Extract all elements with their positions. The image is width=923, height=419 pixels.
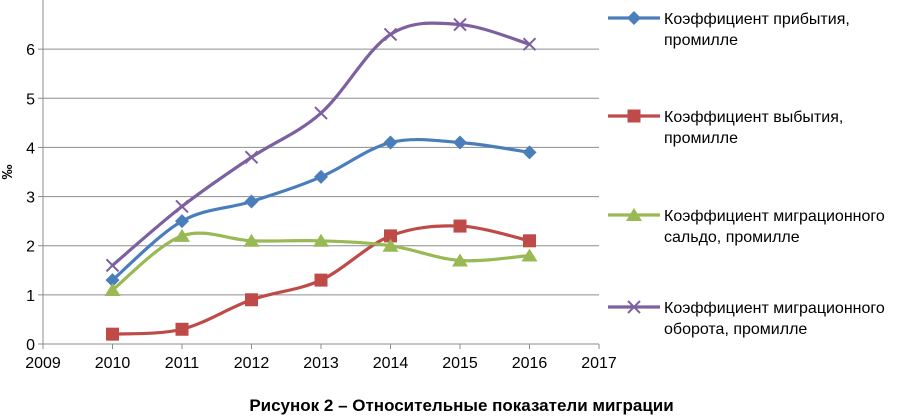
series-3 [104,228,538,296]
x-tick-label: 2016 [512,355,548,372]
legend-entry-1: Коэффициент прибытия, промилле [608,11,850,49]
legend-label: промилле [664,130,738,147]
legend-marker [627,11,641,25]
data-point-2-2011 [175,322,189,336]
data-point-2-2016 [523,234,536,248]
data-point-3-2012 [243,233,260,247]
y-tick-label: 0 [26,337,35,354]
x-tick-label: 2009 [25,355,61,372]
legend-label: оборота, промилле [664,321,807,338]
data-point-4-2013 [314,106,328,120]
legend: Коэффициент прибытия,промиллеКоэффициент… [608,11,885,338]
x-tick-label: 2015 [442,355,478,372]
legend-label: Коэффициент выбытия, [664,109,843,126]
data-point-4-2014 [383,27,398,42]
series-1 [105,135,537,288]
legend-entry-2: Коэффициент выбытия, промилле [608,109,843,147]
legend-label: Коэффициент миграционного [664,208,885,225]
y-axis-label: ‰ [0,165,16,180]
data-point-3-2011 [174,228,190,242]
data-point-1-2015 [453,135,467,150]
series-line-1 [110,138,532,282]
legend-entry-3: Коэффициент миграционного сальдо, промилл… [608,208,885,246]
y-tick-label: 4 [26,140,35,157]
figure-caption: Рисунок 2 – Относительные показатели миг… [249,396,674,415]
data-point-1-2012 [244,194,259,209]
data-point-3-2013 [313,233,329,247]
legend-label: Коэффициент прибытия, [664,11,850,28]
data-point-1-2010 [105,273,120,288]
data-point-4-2015 [453,17,467,32]
data-point-1-2011 [175,214,189,229]
legend-marker [626,208,642,221]
data-point-4-2016 [522,37,537,51]
y-tick-label: 5 [26,91,35,108]
line-chart: 0 1 2 3 4 5 6 2009 2010 2011 2012 2013 2014 2015 2016 2… [0,0,885,372]
data-point-2-2012 [245,293,258,307]
y-tick-label: 1 [26,288,35,305]
data-point-3-2014 [382,238,399,252]
data-point-4-2010 [105,258,120,273]
series-4 [105,17,537,273]
x-tick-label: 2017 [581,355,617,372]
data-point-3-2015 [452,253,468,267]
data-point-3-2010 [104,282,121,296]
legend-label: промилле [664,32,738,49]
x-tick-label: 2011 [165,355,200,372]
data-point-4-2011 [175,199,189,214]
series-lines [104,17,538,341]
data-point-2-2013 [314,273,328,287]
data-point-2-2010 [106,327,119,341]
data-point-1-2016 [522,145,537,160]
x-tick-label: 2013 [303,355,339,372]
data-point-1-2014 [383,135,398,150]
y-tick-label: 2 [26,239,35,256]
axes: 0 1 2 3 4 5 6 2009 2010 2011 2012 2013 2014 2015 2016 2… [0,0,617,372]
legend-marker [627,109,641,123]
x-tick-label: 2014 [373,355,409,372]
data-point-2-2014 [384,229,397,243]
data-point-4-2012 [244,150,259,164]
x-tick-label: 2012 [234,355,270,372]
legend-label: сальдо, промилле [664,229,800,246]
data-point-1-2013 [314,169,328,184]
series-2 [106,219,536,341]
x-tick-label: 2010 [95,355,131,372]
legend-label: Коэффициент миграционного [664,300,885,317]
y-tick-label: 3 [26,190,35,207]
data-point-3-2016 [521,248,538,262]
data-point-2-2015 [453,219,467,233]
legend-entry-4: Коэффициент миграционного оборота, промил… [608,300,885,338]
y-tick-label: 6 [26,42,35,59]
legend-marker [627,300,641,314]
